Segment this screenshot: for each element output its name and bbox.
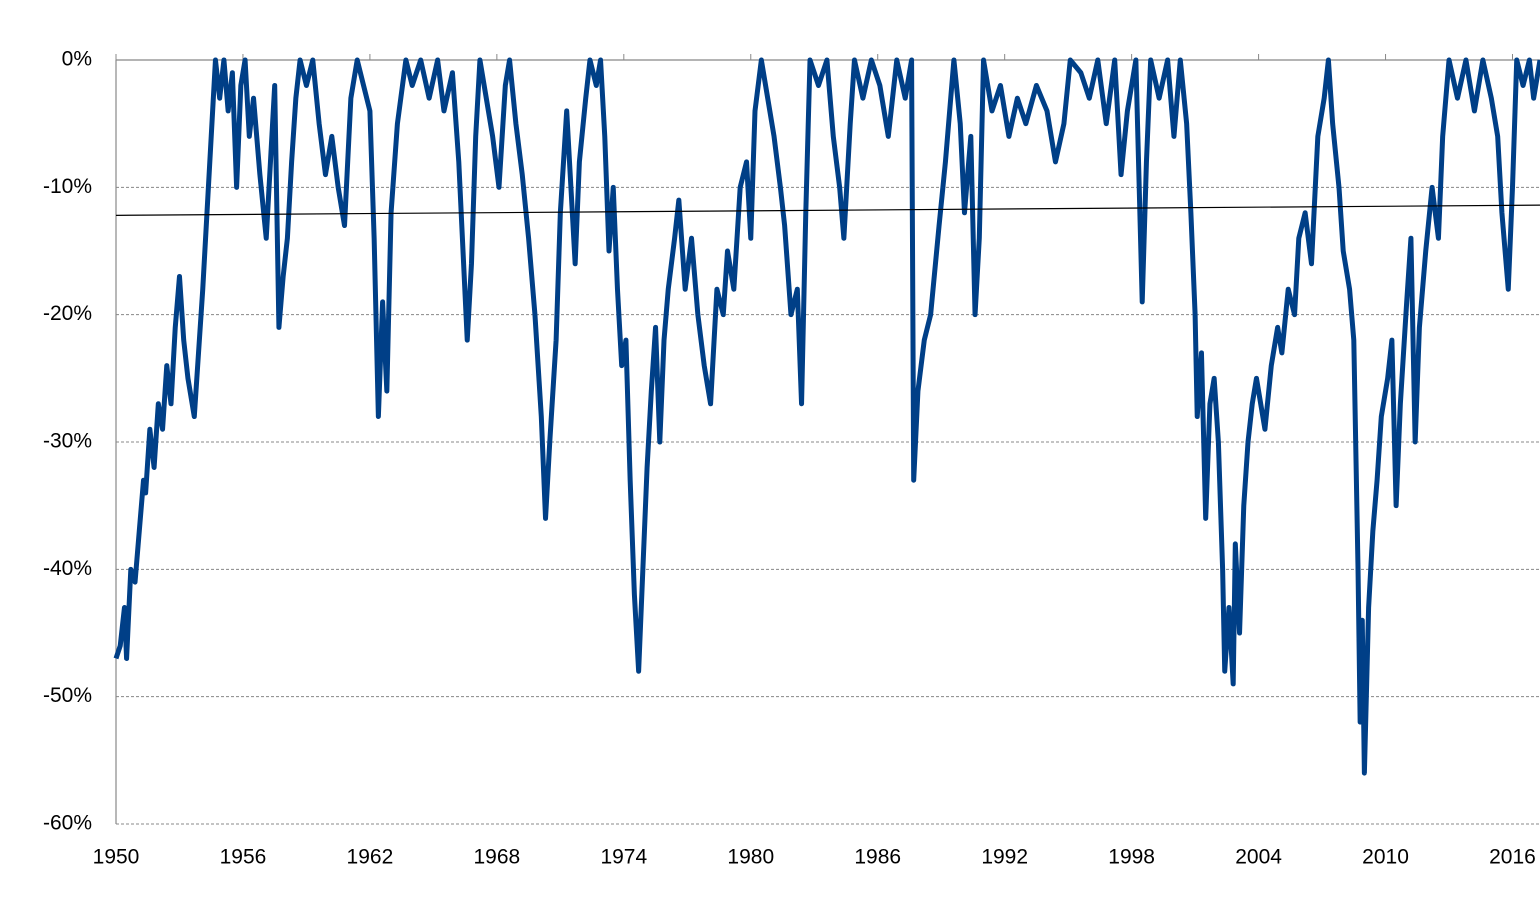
y-tick-label: 0% — [62, 48, 92, 71]
x-tick-label: 1950 — [93, 846, 140, 869]
x-tick-label: 1980 — [727, 846, 774, 869]
x-tick-label: 1992 — [981, 846, 1028, 869]
x-tick-label: 2004 — [1235, 846, 1282, 869]
y-tick-label: -30% — [43, 430, 92, 453]
x-tick-label: 1962 — [347, 846, 394, 869]
x-tick-label: 2016 — [1489, 846, 1536, 869]
y-tick-label: -60% — [43, 812, 92, 835]
y-tick-label: -50% — [43, 684, 92, 707]
x-tick-label: 1986 — [854, 846, 901, 869]
x-tick-label: 1968 — [474, 846, 521, 869]
y-tick-label: -20% — [43, 302, 92, 325]
y-tick-label: -40% — [43, 557, 92, 580]
x-tick-label: 2010 — [1362, 846, 1409, 869]
x-tick-label: 1998 — [1108, 846, 1155, 869]
trend-line — [115, 204, 1540, 216]
x-tick-label: 1974 — [600, 846, 647, 869]
x-tick-label: 1956 — [220, 846, 267, 869]
y-tick-label: -10% — [43, 175, 92, 198]
drawdown-line — [113, 57, 1540, 776]
